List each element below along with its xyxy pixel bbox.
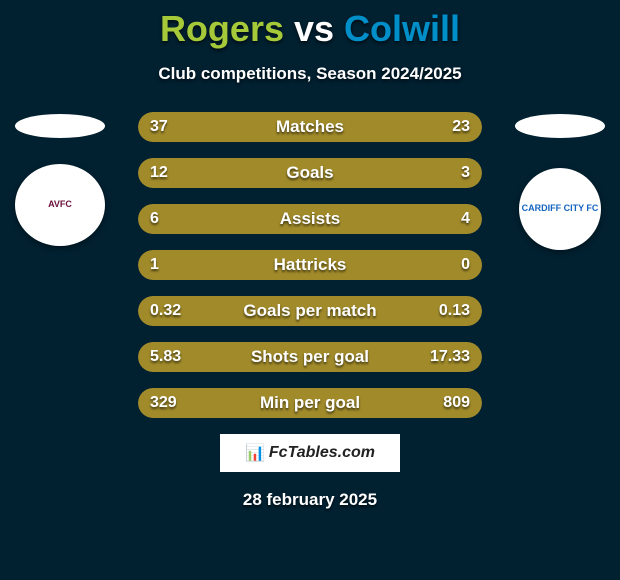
player-right-col: CARDIFF CITY FC bbox=[510, 112, 610, 250]
crest-left: AVFC bbox=[15, 164, 105, 246]
stat-row: 37Matches23 bbox=[138, 112, 482, 142]
stat-right-value: 0.13 bbox=[439, 302, 470, 320]
stat-right-value: 809 bbox=[443, 394, 470, 412]
chart-icon: 📊 bbox=[245, 443, 265, 463]
crest-right: CARDIFF CITY FC bbox=[519, 168, 601, 250]
stat-row: 329Min per goal809 bbox=[138, 388, 482, 418]
stat-row: 6Assists4 bbox=[138, 204, 482, 234]
crest-left-label: AVFC bbox=[48, 200, 72, 210]
page-title: Rogers vs Colwill bbox=[0, 0, 620, 50]
stat-label: Assists bbox=[138, 209, 482, 229]
avatar-placeholder-right bbox=[515, 114, 605, 138]
player-left-col: AVFC bbox=[10, 112, 110, 246]
stat-right-value: 3 bbox=[461, 164, 470, 182]
stat-label: Min per goal bbox=[138, 393, 482, 413]
stat-row: 5.83Shots per goal17.33 bbox=[138, 342, 482, 372]
stat-right-value: 0 bbox=[461, 256, 470, 274]
stat-label: Hattricks bbox=[138, 255, 482, 275]
stat-row: 1Hattricks0 bbox=[138, 250, 482, 280]
title-left: Rogers bbox=[160, 8, 284, 49]
stat-label: Goals per match bbox=[138, 301, 482, 321]
crest-right-label: CARDIFF CITY FC bbox=[522, 204, 599, 214]
stat-row: 0.32Goals per match0.13 bbox=[138, 296, 482, 326]
stat-right-value: 17.33 bbox=[430, 348, 470, 366]
date: 28 february 2025 bbox=[0, 490, 620, 510]
comparison-content: AVFC CARDIFF CITY FC 37Matches23 12Goals3… bbox=[0, 112, 620, 418]
stat-label: Goals bbox=[138, 163, 482, 183]
stat-label: Matches bbox=[138, 117, 482, 137]
stat-right-value: 23 bbox=[452, 118, 470, 136]
title-vs: vs bbox=[294, 8, 334, 49]
footer-brand: 📊 FcTables.com bbox=[220, 434, 400, 472]
subtitle: Club competitions, Season 2024/2025 bbox=[0, 64, 620, 84]
stat-bars: 37Matches2312Goals36Assists41Hattricks00… bbox=[138, 112, 482, 418]
footer-brand-text: FcTables.com bbox=[269, 444, 375, 462]
stat-right-value: 4 bbox=[461, 210, 470, 228]
title-right: Colwill bbox=[344, 8, 460, 49]
avatar-placeholder-left bbox=[15, 114, 105, 138]
stat-row: 12Goals3 bbox=[138, 158, 482, 188]
